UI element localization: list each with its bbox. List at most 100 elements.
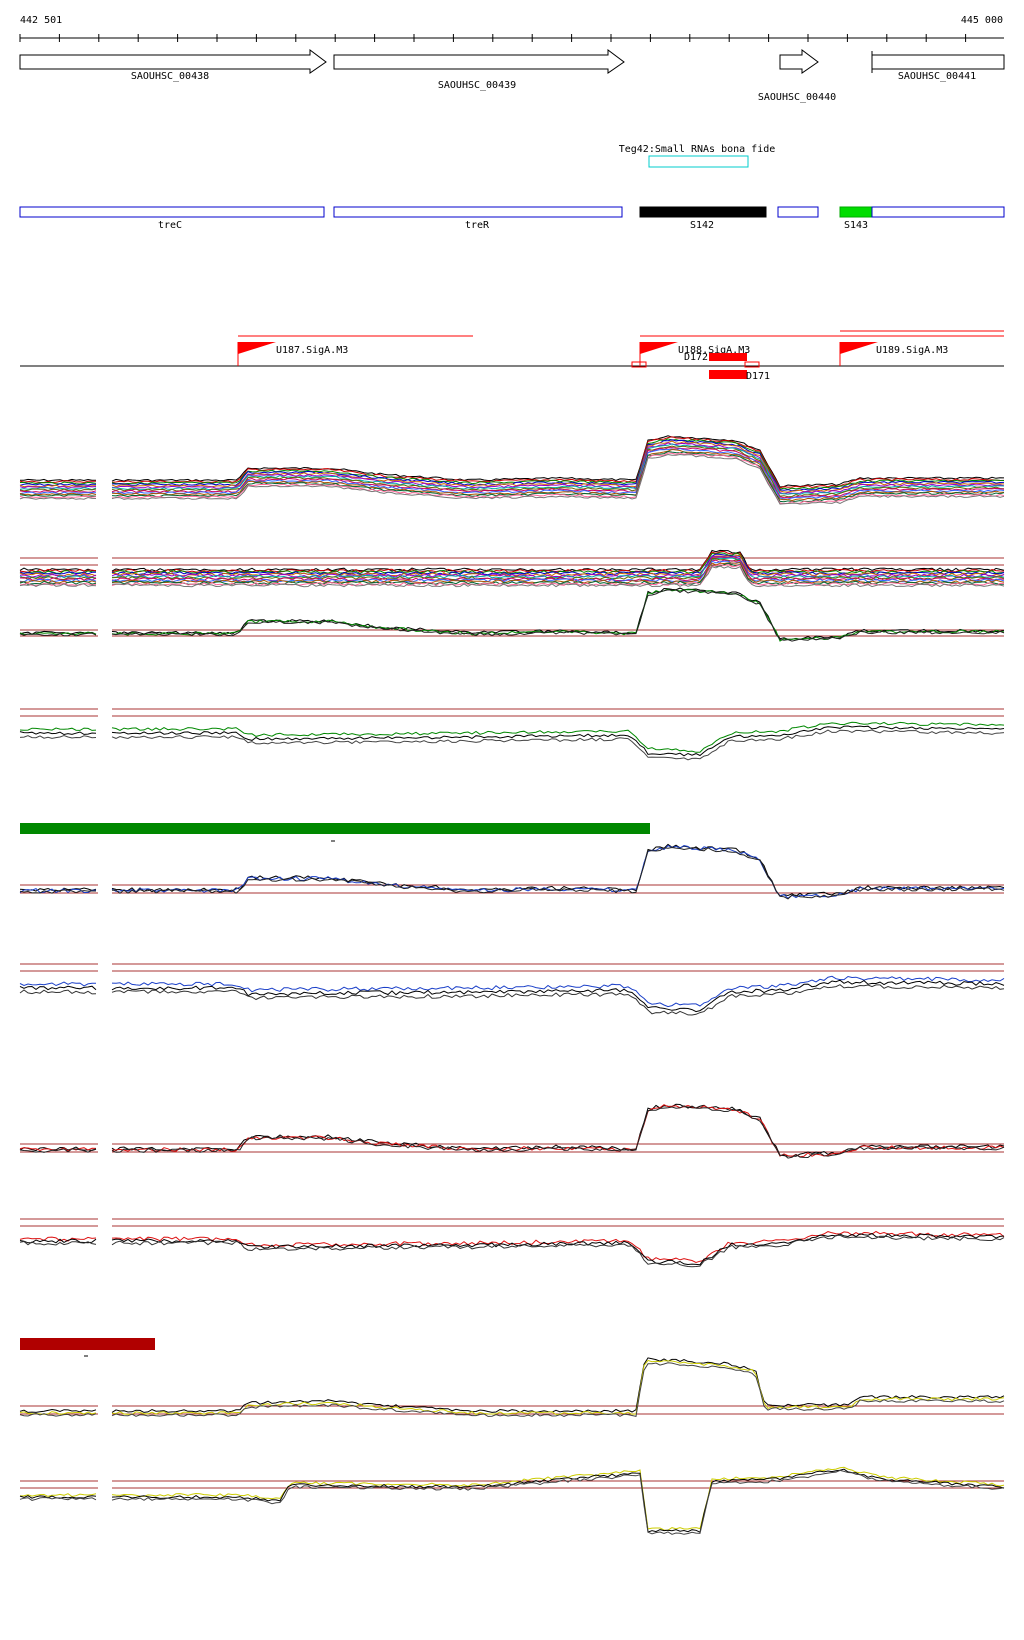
condition-bar-red	[20, 1338, 155, 1357]
track-line	[111, 442, 1005, 495]
track-line	[19, 1412, 97, 1417]
track-line	[111, 552, 1005, 575]
track-line	[111, 1234, 1005, 1268]
track-line	[111, 559, 1005, 582]
track-line	[111, 438, 1005, 490]
promoter-u188[interactable]: U188.SigA.M3	[631, 342, 750, 368]
feature-label: D172	[684, 352, 708, 363]
track-multi-lower	[19, 549, 1005, 588]
region-s143[interactable]: S143	[839, 206, 1005, 231]
track-blue-reverse	[19, 963, 1005, 1016]
promoter-label: U189.SigA.M3	[876, 345, 948, 356]
track-line	[19, 583, 97, 587]
track-line	[19, 572, 97, 577]
track-line	[111, 1105, 1005, 1159]
gene-saouhsc-00439[interactable]: SAOUHSC_00439	[333, 49, 625, 91]
track-line	[19, 1408, 97, 1413]
region-trec[interactable]: treC	[19, 206, 325, 231]
track-line	[19, 1240, 97, 1246]
track-line	[111, 1469, 1005, 1535]
track-line	[111, 589, 1005, 642]
track-red-forward	[19, 1103, 1005, 1159]
region-unnamed[interactable]	[777, 206, 819, 218]
track-line	[111, 445, 1005, 498]
ruler-ticks	[19, 34, 967, 42]
condition-bar-green	[20, 823, 650, 842]
track-multi-upper	[19, 435, 1005, 505]
track-line	[19, 482, 97, 486]
track-line	[111, 721, 1005, 753]
track-line	[19, 889, 97, 894]
track-line	[111, 453, 1005, 505]
track-line	[111, 1232, 1005, 1266]
track-line	[111, 443, 1005, 495]
track-line	[19, 1496, 97, 1501]
track-line	[19, 727, 97, 731]
gene-saouhsc-00441[interactable]: SAOUHSC_00441	[871, 51, 1005, 82]
track-line	[111, 562, 1004, 585]
track-line	[111, 725, 1005, 757]
gene-track: SAOUHSC_00438 SAOUHSC_00439 SAOUHSC_0044…	[19, 49, 1005, 103]
track-line	[111, 587, 1005, 640]
track-line	[19, 481, 97, 485]
gene-saouhsc-00440[interactable]: SAOUHSC_00440	[758, 49, 836, 103]
gene-label: SAOUHSC_00440	[758, 92, 836, 103]
region-trer[interactable]: treR	[333, 206, 623, 231]
track-line	[111, 588, 1005, 642]
track-line	[19, 1236, 97, 1242]
feature-d172[interactable]: D172	[684, 352, 760, 368]
gene-label: SAOUHSC_00438	[131, 71, 209, 82]
track-line	[111, 975, 1005, 1008]
feature-d171[interactable]: D171	[709, 370, 770, 382]
promoter-u187[interactable]: U187.SigA.M3	[237, 342, 348, 366]
track-line	[19, 1146, 97, 1152]
track-line	[19, 491, 97, 495]
track-line	[19, 484, 97, 488]
track-yellow-forward	[19, 1357, 1005, 1418]
track-green-reverse	[19, 708, 1005, 761]
track-line	[19, 571, 96, 575]
track-line	[19, 1411, 97, 1415]
track-line	[111, 1466, 1005, 1531]
track-line	[111, 549, 1005, 572]
gene-label: SAOUHSC_00441	[898, 71, 976, 82]
track-line	[111, 1230, 1005, 1264]
region-track: treC treR S142 S143	[19, 206, 1005, 231]
gene-saouhsc-00438[interactable]: SAOUHSC_00438	[19, 49, 327, 82]
track-line	[19, 480, 97, 484]
track-yellow-reverse	[19, 1466, 1005, 1535]
track-line	[111, 558, 1005, 581]
small-rna-feature[interactable]: Teg42:Small RNAs bona fide	[619, 144, 776, 168]
track-line	[111, 554, 1005, 577]
promoter-track: U187.SigA.M3 U188.SigA.M3 U189.SigA.M3 D…	[20, 330, 1004, 382]
track-line	[111, 440, 1005, 493]
track-line	[19, 731, 97, 736]
track-line	[111, 452, 1005, 505]
track-line	[19, 488, 97, 492]
coordinate-ruler: 442 501 445 000	[19, 15, 1004, 42]
track-line	[19, 985, 97, 991]
expression-tracks	[19, 435, 1005, 1535]
track-line	[111, 1468, 1005, 1533]
track-line	[111, 846, 1005, 900]
track-line	[111, 447, 1005, 500]
track-line	[19, 981, 97, 987]
region-s142[interactable]: S142	[639, 206, 767, 231]
region-label: treC	[158, 220, 182, 231]
track-line	[111, 729, 1005, 761]
track-line	[19, 568, 97, 573]
track-line	[19, 632, 97, 637]
track-line	[19, 1148, 97, 1153]
track-line	[111, 1362, 1005, 1418]
track-line	[19, 888, 97, 894]
gene-label: SAOUHSC_00439	[438, 80, 516, 91]
track-line	[111, 984, 1005, 1016]
region-label: S142	[690, 220, 714, 231]
track-line	[19, 1493, 97, 1498]
promoter-u189[interactable]: U189.SigA.M3	[839, 342, 948, 366]
track-red-reverse	[19, 1218, 1005, 1268]
track-line	[19, 734, 97, 739]
track-line	[111, 565, 1005, 588]
region-label: treR	[465, 220, 490, 231]
